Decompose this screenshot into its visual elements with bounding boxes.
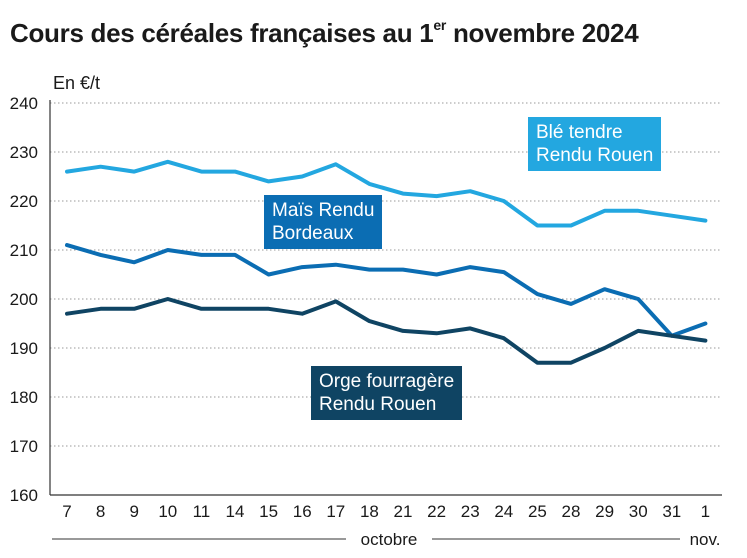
x-tick-label-6: 15 — [259, 502, 278, 521]
x-tick-label-10: 21 — [394, 502, 413, 521]
series-line-2 — [65, 297, 708, 365]
series-label-orge: Orge fourragère Rendu Rouen — [311, 366, 463, 420]
y-tick-label-170: 170 — [10, 437, 38, 456]
x-tick-label-1: 8 — [96, 502, 105, 521]
x-tick-label-15: 28 — [562, 502, 581, 521]
period-label-nov: nov. — [690, 530, 721, 549]
x-tick-label-17: 30 — [629, 502, 648, 521]
y-axis-unit: En €/t — [53, 73, 100, 93]
y-tick-label-210: 210 — [10, 241, 38, 260]
x-tick-label-9: 18 — [360, 502, 379, 521]
x-tick-label-14: 25 — [528, 502, 547, 521]
x-tick-label-19: 1 — [701, 502, 710, 521]
x-tick-label-0: 7 — [62, 502, 71, 521]
x-tick-label-5: 14 — [226, 502, 245, 521]
x-tick-label-18: 31 — [662, 502, 681, 521]
y-tick-label-190: 190 — [10, 339, 38, 358]
series-line-0 — [65, 159, 708, 228]
x-tick-label-12: 23 — [461, 502, 480, 521]
y-tick-label-180: 180 — [10, 388, 38, 407]
x-tick-label-4: 11 — [193, 502, 211, 521]
x-tick-label-13: 24 — [494, 502, 513, 521]
x-tick-label-7: 16 — [293, 502, 312, 521]
x-tick-label-2: 9 — [129, 502, 138, 521]
chart-title-main: Cours des céréales françaises au 1 — [10, 18, 434, 48]
series-label-mais: Maïs Rendu Bordeaux — [264, 195, 383, 249]
y-tick-label-230: 230 — [10, 143, 38, 162]
series-label-ble-tendre: Blé tendre Rendu Rouen — [528, 117, 662, 171]
x-tick-label-16: 29 — [595, 502, 614, 521]
chart-title: Cours des céréales françaises au 1er nov… — [10, 17, 639, 49]
chart-title-superscript: er — [433, 17, 447, 34]
x-tick-label-11: 22 — [427, 502, 446, 521]
y-tick-label-160: 160 — [10, 486, 38, 505]
y-tick-label-200: 200 — [10, 290, 38, 309]
period-label-octobre: octobre — [361, 530, 418, 549]
y-tick-label-240: 240 — [10, 94, 38, 113]
chart-title-rest: novembre 2024 — [446, 18, 639, 48]
x-tick-label-3: 10 — [158, 502, 177, 521]
series-line-1 — [65, 243, 708, 338]
x-tick-label-8: 17 — [326, 502, 345, 521]
y-tick-label-220: 220 — [10, 192, 38, 211]
